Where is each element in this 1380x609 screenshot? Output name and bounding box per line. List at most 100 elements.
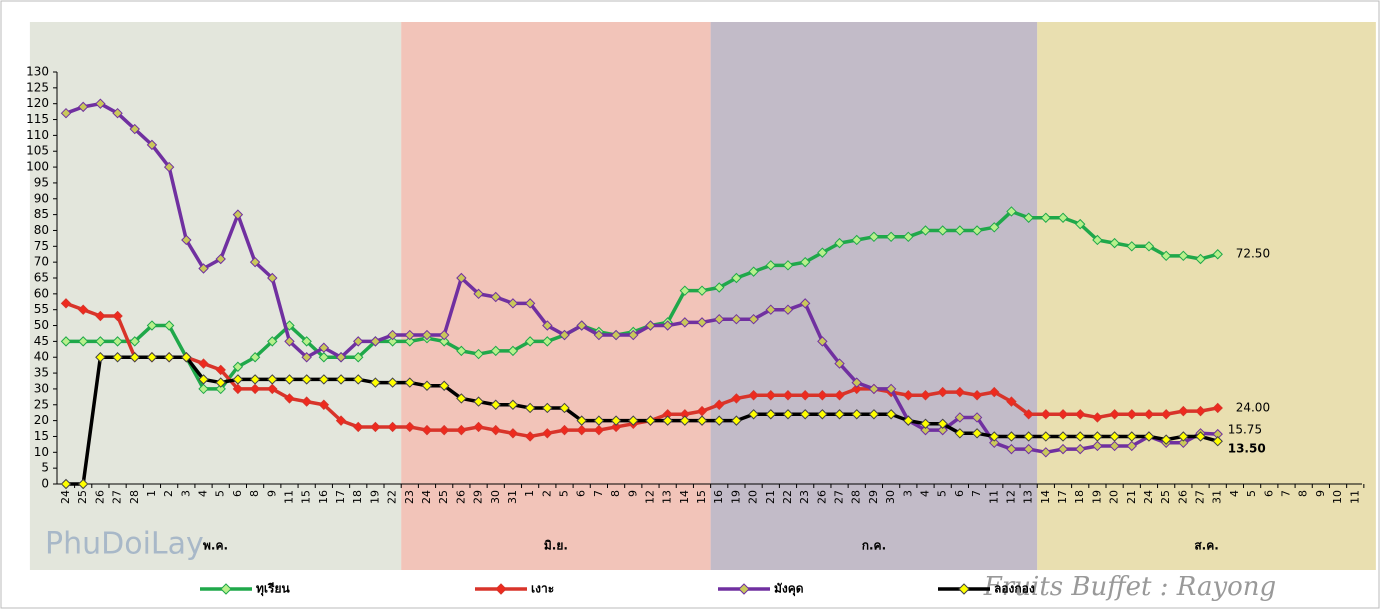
x-tick-label: 20 [1108,490,1121,504]
data-point [937,225,948,236]
data-point [438,329,450,341]
data-point [1023,409,1034,420]
x-tick-label: 5 [214,490,227,497]
legend-marker [738,583,750,595]
data-point [404,377,416,388]
x-tick-label: 26 [1176,490,1189,504]
data-point [318,399,330,410]
legend-marker [495,583,507,595]
data-point [920,418,931,429]
data-point [163,352,175,363]
data-point [370,421,381,433]
data-point [628,415,639,426]
x-tick-label: 5 [1245,490,1258,497]
data-point [628,329,639,341]
data-point [1195,405,1206,417]
month-label: พ.ค. [203,539,228,553]
data-point [335,352,347,363]
data-point [920,390,931,401]
data-point [421,424,433,436]
data-point [198,263,209,274]
x-tick-label: 30 [884,490,897,504]
data-point [799,298,811,309]
data-point [731,393,742,404]
data-point [284,374,295,385]
data-point [1057,212,1069,223]
data-point [937,386,948,398]
data-point [404,421,416,433]
data-point [490,345,501,357]
data-point [353,336,364,347]
data-point [989,437,1000,449]
data-point [490,291,501,303]
x-tick-label: 25 [1159,490,1172,504]
data-point [215,377,226,388]
x-tick-label: 9 [265,490,278,497]
data-point [473,421,484,433]
x-tick-label: 10 [1331,490,1344,504]
x-tick-label: 31 [506,490,519,504]
data-point [765,409,776,420]
data-point [834,390,845,401]
data-point [851,234,862,246]
data-point [215,383,226,395]
x-tick-label: 17 [334,490,347,504]
x-tick-label: 7 [592,490,605,497]
x-tick-label: 16 [712,490,725,504]
data-point [129,123,140,135]
data-point [1195,253,1206,265]
data-point [387,336,398,347]
x-tick-label: 28 [128,490,141,504]
data-point [782,390,794,401]
y-tick-label: 70 [34,255,49,269]
data-point [1092,234,1103,246]
data-label: 72.50 [1236,247,1270,261]
x-tick-label: 29 [472,490,485,504]
x-tick-label: 18 [1073,490,1086,504]
data-point [60,298,72,309]
data-point [112,107,123,119]
data-point [232,209,244,220]
data-point [989,222,1000,233]
data-point [1178,437,1189,449]
data-point [1143,409,1155,420]
data-point [387,329,398,341]
data-point [1057,443,1069,455]
data-point [146,352,158,363]
y-tick-label: 0 [41,477,49,491]
data-point [1126,440,1137,452]
data-point [507,298,519,309]
x-tick-label: 6 [953,490,966,497]
data-point [456,272,467,284]
x-tick-label: 1 [145,490,158,497]
data-point [542,428,553,439]
data-point [610,415,622,426]
data-point [370,336,381,347]
data-point [542,320,553,331]
data-point [799,409,811,420]
data-point [662,415,673,426]
month-label: ก.ค. [862,539,886,553]
y-tick-label: 75 [34,239,49,253]
data-point [954,428,966,439]
x-tick-label: 22 [386,490,399,504]
data-point [885,383,897,395]
y-tick-label: 5 [41,461,49,475]
y-tick-label: 25 [34,397,49,411]
background-panel [29,22,402,570]
data-point [645,320,656,331]
x-tick-label: 2 [540,490,553,497]
x-tick-label: 16 [317,490,330,504]
watermark: Fruits Buffet : Rayong [983,572,1276,602]
data-point [353,352,364,363]
x-tick-label: 11 [282,490,295,504]
data-point [817,336,828,347]
data-label: 13.50 [1228,442,1266,456]
data-point [989,431,1000,442]
data-point [1212,436,1223,447]
background-panel [401,22,711,570]
x-tick-label: 23 [403,490,416,504]
data-point [507,399,519,410]
y-tick-label: 95 [34,175,49,189]
